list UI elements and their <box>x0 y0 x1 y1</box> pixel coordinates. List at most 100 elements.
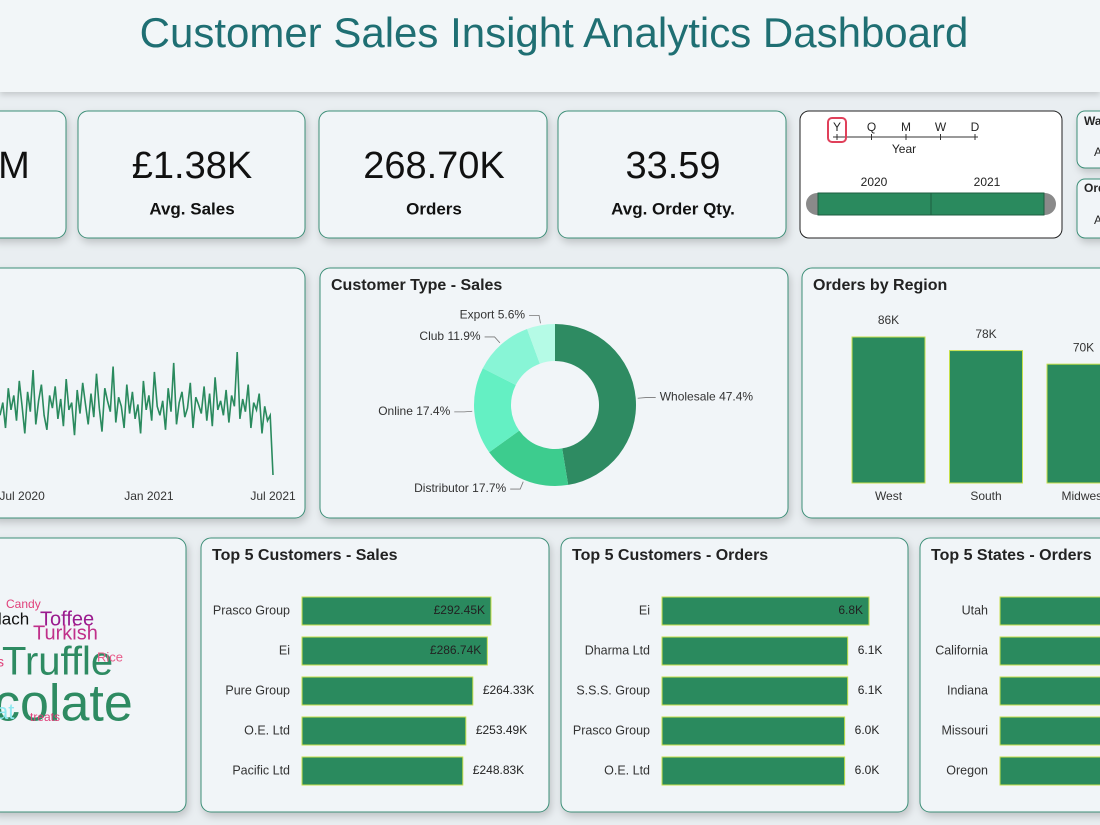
value-label: 6.0K <box>855 723 880 737</box>
kpi-card <box>318 110 548 239</box>
level-label[interactable]: Q <box>867 120 876 134</box>
filter-value: A <box>1094 145 1100 159</box>
category-name: Club <box>419 329 444 343</box>
donut-slice <box>474 368 520 453</box>
category-label: S.S.S. Group <box>576 683 650 697</box>
value-label: 5.6% <box>498 308 526 322</box>
chart-title: Orders by Region <box>813 277 947 294</box>
value-label: 6.8K <box>838 603 863 617</box>
value-label: 78K <box>975 327 996 341</box>
bar <box>949 350 1023 484</box>
chart-title: Customer Type - Sales <box>331 277 502 294</box>
x-tick-label: Jan 2021 <box>124 489 174 503</box>
header-band <box>0 0 1100 92</box>
x-tick-label: Jul 2020 <box>0 489 45 503</box>
kpi-card <box>557 110 787 239</box>
kpi-label: Orders <box>406 199 462 218</box>
slice-label: Export 5.6% <box>460 308 526 322</box>
level-label[interactable]: W <box>935 120 947 134</box>
kpi-label: Avg. Sales <box>149 199 234 218</box>
value-label: 11.9% <box>447 329 480 343</box>
kpi-value: 268.70K <box>363 145 505 187</box>
word: colate <box>0 675 133 733</box>
category-name: Wholesale <box>660 390 716 404</box>
donut-slice <box>527 324 555 364</box>
x-tick-label: Jul 2021 <box>250 489 296 503</box>
bar <box>661 676 849 706</box>
level-label[interactable]: M <box>901 120 911 134</box>
category-label: California <box>935 643 988 657</box>
filter-card[interactable] <box>1076 178 1100 239</box>
leader-line <box>510 481 524 490</box>
value-label: 70K <box>1073 340 1094 354</box>
value-label: £264.33K <box>483 683 534 697</box>
category-name: Distributor <box>414 481 469 495</box>
kpi-value: M <box>0 145 30 187</box>
year-label[interactable]: 2020 <box>861 175 888 189</box>
category-name: Online <box>378 404 413 418</box>
dashboard-title: Customer Sales Insight Analytics Dashboa… <box>140 9 969 56</box>
bar <box>661 716 846 746</box>
leader-line <box>529 315 541 324</box>
bar <box>999 596 1100 626</box>
category-label: Utah <box>962 603 988 617</box>
chart-card <box>0 537 187 813</box>
selected-level[interactable] <box>827 117 847 143</box>
word: treats <box>30 710 60 724</box>
leader-line <box>454 410 473 413</box>
kpi-card <box>77 110 306 239</box>
bar <box>999 676 1100 706</box>
value-label: £253.49K <box>476 723 527 737</box>
value-label: £292.45K <box>434 603 485 617</box>
year-label[interactable]: 2021 <box>974 175 1001 189</box>
word: Candy <box>6 597 41 611</box>
slice-label: Wholesale 47.4% <box>660 390 754 404</box>
value-label: 17.7% <box>472 481 506 495</box>
category-label: O.E. Ltd <box>604 763 650 777</box>
category-name: Export <box>460 308 495 322</box>
value-label: 6.0K <box>855 763 880 777</box>
bar <box>301 756 464 786</box>
level-title: Year <box>892 142 916 156</box>
category-label: Pacific Ltd <box>232 763 290 777</box>
bar <box>999 756 1100 786</box>
value-label: 47.4% <box>719 390 753 404</box>
donut-slice <box>482 328 540 386</box>
kpi-value: £1.38K <box>132 145 252 187</box>
category-label: Oregon <box>946 763 988 777</box>
word: Toffee <box>40 608 94 630</box>
filter-value: A <box>1094 213 1100 227</box>
bar <box>661 756 846 786</box>
bar <box>851 336 926 484</box>
donut-slice <box>555 324 637 485</box>
kpi-label: s <box>0 199 1 218</box>
chart-title: Top 5 Customers - Orders <box>572 547 768 564</box>
category-label: Missouri <box>941 723 988 737</box>
word: Truffle <box>2 640 113 684</box>
slice-label: Distributor 17.7% <box>414 481 506 495</box>
leader-line <box>484 336 501 344</box>
bar <box>301 636 488 666</box>
donut-slice <box>489 430 569 486</box>
filter-card[interactable] <box>1076 110 1100 169</box>
category-label: Dharma Ltd <box>585 643 650 657</box>
level-label[interactable]: Y <box>833 120 841 134</box>
bar <box>1046 363 1100 484</box>
leader-line <box>637 397 656 399</box>
value-label: £248.83K <box>473 763 524 777</box>
value-label: 17.4% <box>416 404 450 418</box>
value-label: 6.1K <box>858 643 883 657</box>
category-label: Prasco Group <box>213 603 290 617</box>
category-label: Prasco Group <box>573 723 650 737</box>
word: at <box>0 699 14 724</box>
category-label: O.E. Ltd <box>244 723 290 737</box>
x-tick-label: West <box>875 489 903 503</box>
chart-card <box>319 267 789 519</box>
bar <box>999 636 1100 666</box>
value-label: 86K <box>878 313 899 327</box>
bar <box>661 636 849 666</box>
level-label[interactable]: D <box>971 120 980 134</box>
